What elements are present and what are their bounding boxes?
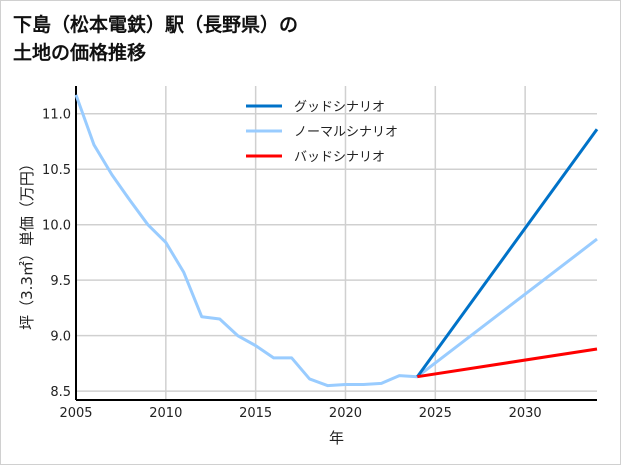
- series-line-0: [416, 128, 599, 378]
- x-tick-label: 2005: [59, 406, 92, 421]
- y-tick-label: 9.0: [50, 330, 71, 345]
- legend-label-0: グッドシナリオ: [294, 100, 385, 115]
- x-axis-label: 年: [329, 429, 344, 447]
- title-line-1: 下島（松本電鉄）駅（長野県）の: [13, 14, 299, 36]
- y-tick-label: 11.0: [42, 108, 71, 123]
- y-axis-label: 坪（3.3㎡）単価（万円）: [18, 156, 36, 330]
- title-line-2: 土地の価格推移: [13, 42, 147, 64]
- y-tick-label: 9.5: [50, 274, 71, 289]
- chart-title: 下島（松本電鉄）駅（長野県）の 土地の価格推移: [13, 11, 298, 67]
- x-tick-label: 2030: [509, 406, 542, 421]
- x-tick-label: 2020: [329, 406, 362, 421]
- x-tick-label: 2010: [149, 406, 182, 421]
- y-tick-label: 8.5: [50, 385, 71, 400]
- series-line-2: [417, 347, 598, 379]
- x-tick-label: 2015: [239, 406, 272, 421]
- legend-label-1: ノーマルシナリオ: [294, 125, 398, 140]
- x-tick-label: 2025: [419, 406, 452, 421]
- series-line-1: [74, 94, 598, 388]
- y-tick-label: 10.5: [42, 163, 71, 178]
- y-tick-label: 10.0: [42, 219, 71, 234]
- legend-label-2: バッドシナリオ: [294, 150, 385, 165]
